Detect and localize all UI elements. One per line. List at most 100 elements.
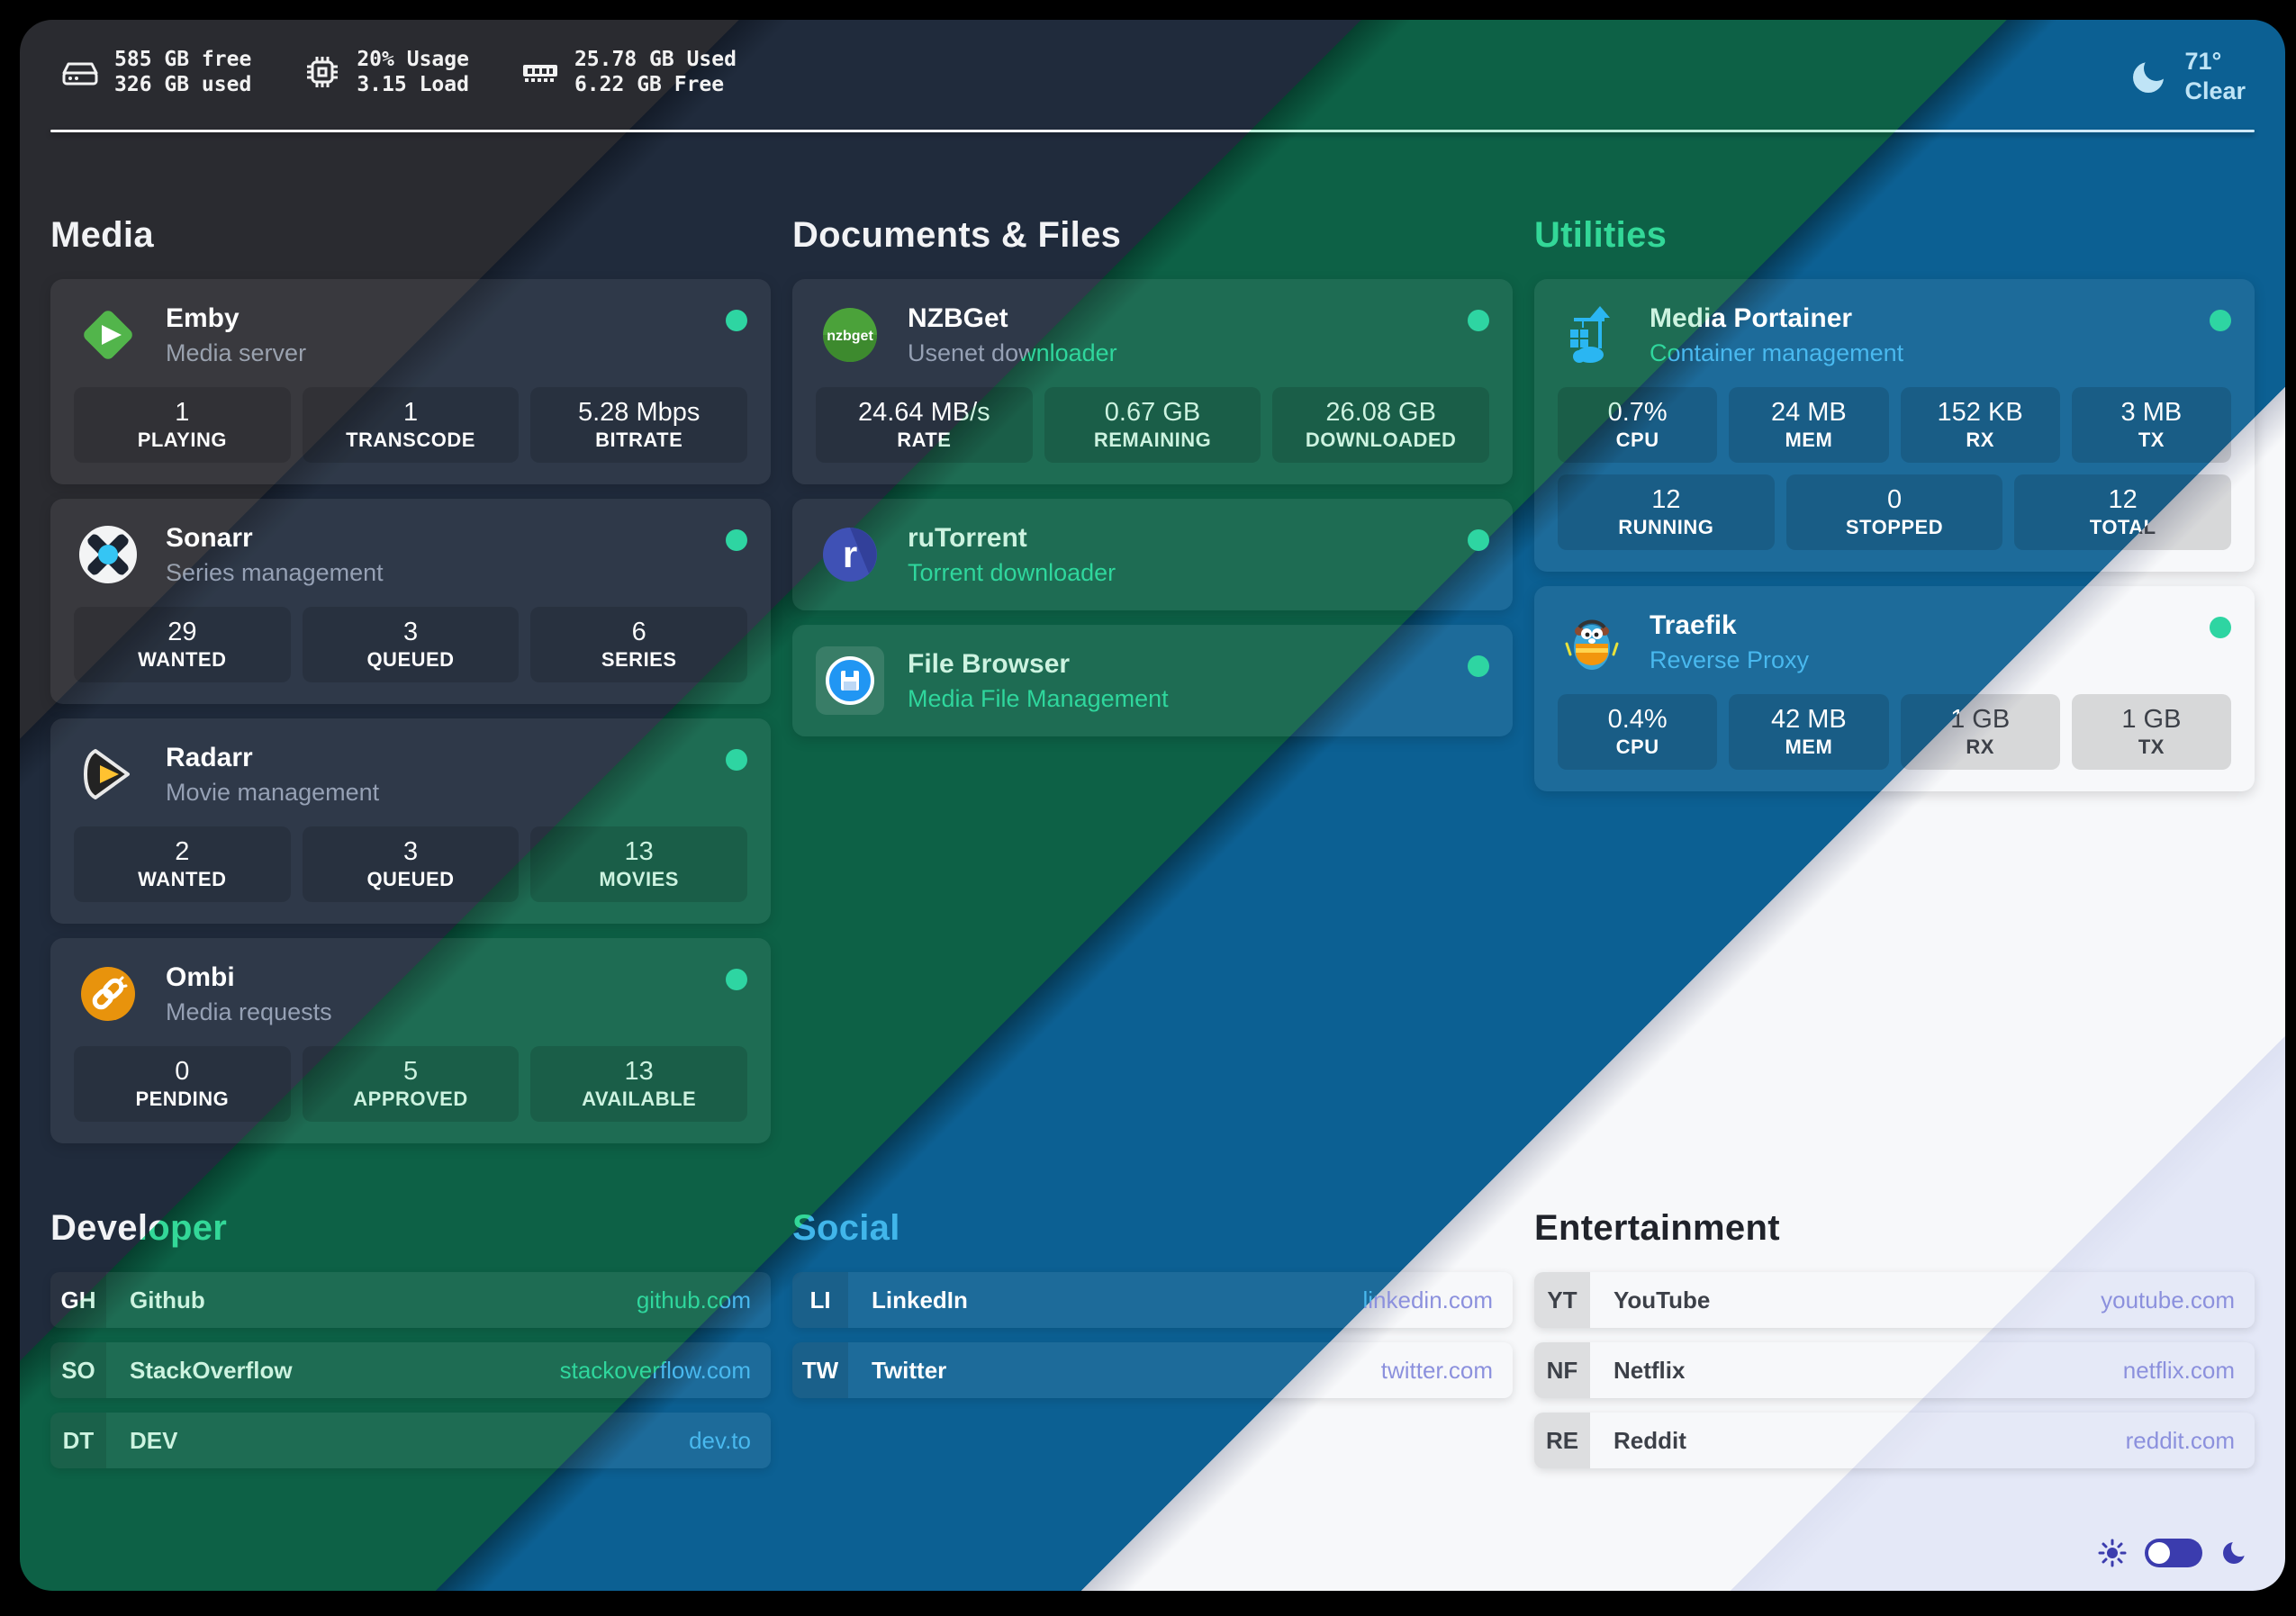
- nzbget-icon: nzbget: [816, 301, 884, 369]
- service-card-sonarr[interactable]: Sonarr Series management 29 WANTED 3 QUEUE…: [50, 499, 771, 704]
- stat-downloaded: 26.08 GB DOWNLOADED: [1272, 387, 1490, 463]
- service-title: Emby: [166, 302, 306, 336]
- disk-free: 585 GB free: [114, 48, 252, 71]
- dashboard-grid: Media Emby Media server 1 PLAYIN: [20, 215, 2285, 1468]
- service-title: Ombi: [166, 961, 332, 995]
- stat-rate: 24.64 MB/s RATE: [816, 387, 1033, 463]
- ram-used: 25.78 GB Used: [574, 48, 737, 71]
- stat-mem: 24 MB MEM: [1729, 387, 1889, 463]
- service-card-ombi[interactable]: Ombi Media requests 0 PENDING 5 APPROVED 1…: [50, 938, 771, 1143]
- sonarr-icon: [74, 520, 142, 589]
- stat-series: 6 SERIES: [530, 607, 748, 682]
- traefik-icon: [1558, 608, 1626, 676]
- link-url: github.com: [636, 1286, 751, 1314]
- hard-drive-icon: [62, 62, 98, 86]
- service-title: Sonarr: [166, 521, 384, 555]
- section-title-entertainment: Entertainment: [1534, 1208, 2255, 1249]
- service-subtitle: Reverse Proxy: [1650, 646, 1810, 673]
- service-card-portainer[interactable]: Media Portainer Container management 0.7…: [1534, 279, 2255, 572]
- stat-approved: 5 APPROVED: [302, 1046, 520, 1122]
- cpu-load: 3.15 Load: [357, 73, 469, 96]
- stat-remaining: 0.67 GB REMAINING: [1044, 387, 1261, 463]
- ram-icon: [522, 65, 557, 82]
- svg-text:r: r: [843, 533, 857, 575]
- stat-transcode: 1 TRANSCODE: [302, 387, 520, 463]
- service-card-nzbget[interactable]: nzbget NZBGet Usenet downloader 24.64 MB…: [792, 279, 1513, 484]
- service-card-emby[interactable]: Emby Media server 1 PLAYING 1 TRANSCODE 5.…: [50, 279, 771, 484]
- stat-wanted: 2 WANTED: [74, 826, 291, 902]
- link-url: stackoverflow.com: [559, 1356, 751, 1384]
- link-name: DEV: [130, 1426, 178, 1454]
- ram-stat: 25.78 GB Used 6.22 GB Free: [520, 47, 737, 97]
- status-dot: [1468, 655, 1489, 677]
- service-title: NZBGet: [908, 302, 1117, 336]
- link-dev[interactable]: DT DEV dev.to: [50, 1413, 771, 1468]
- link-youtube[interactable]: YT YouTube youtube.com: [1534, 1272, 2255, 1328]
- stat-mem: 42 MB MEM: [1729, 694, 1889, 770]
- link-url: netflix.com: [2122, 1356, 2235, 1384]
- sun-icon[interactable]: [2098, 1539, 2127, 1567]
- service-title: Radarr: [166, 741, 379, 775]
- disk-stat: 585 GB free 326 GB used: [59, 47, 251, 97]
- service-title: File Browser: [908, 647, 1169, 682]
- stat-wanted: 29 WANTED: [74, 607, 291, 682]
- status-dot: [726, 749, 747, 771]
- section-title-social: Social: [792, 1208, 1513, 1249]
- service-subtitle: Media server: [166, 339, 307, 366]
- service-card-traefik[interactable]: Traefik Reverse Proxy 0.4% CPU 42 MB MEM 1…: [1534, 586, 2255, 791]
- filebrowser-icon: [816, 646, 884, 715]
- link-name: Twitter: [872, 1356, 947, 1384]
- cpu-icon: [307, 57, 339, 87]
- dark-moon-icon[interactable]: [2220, 1539, 2249, 1567]
- link-url: twitter.com: [1380, 1356, 1493, 1384]
- status-dot: [726, 529, 747, 551]
- linkedin-badge: LI: [792, 1272, 848, 1328]
- rutorrent-icon: r: [816, 520, 884, 589]
- section-title-utilities: Utilities: [1534, 215, 2255, 256]
- status-dot: [2210, 617, 2231, 638]
- weather-widget[interactable]: 71° Clear: [2129, 47, 2246, 106]
- link-name: Github: [130, 1286, 205, 1314]
- divider: [50, 130, 2255, 132]
- link-name: Reddit: [1614, 1426, 1686, 1454]
- netflix-badge: NF: [1534, 1342, 1590, 1398]
- link-github[interactable]: GH Github github.com: [50, 1272, 771, 1328]
- service-card-filebrowser[interactable]: File Browser Media File Management: [792, 625, 1513, 736]
- link-stackoverflow[interactable]: SO StackOverflow stackoverflow.com: [50, 1342, 771, 1398]
- stat-rx: 152 KB RX: [1900, 387, 2060, 463]
- link-reddit[interactable]: RE Reddit reddit.com: [1534, 1413, 2255, 1468]
- link-linkedin[interactable]: LI LinkedIn linkedin.com: [792, 1272, 1513, 1328]
- link-name: StackOverflow: [130, 1356, 293, 1384]
- link-netflix[interactable]: NF Netflix netflix.com: [1534, 1342, 2255, 1398]
- section-utilities: Utilities: [1534, 215, 2255, 1143]
- section-documents-files: Documents & Files nzbget NZBGet: [792, 215, 1513, 1143]
- stat-pending: 0 PENDING: [74, 1046, 291, 1122]
- theme-toggle[interactable]: [2145, 1539, 2202, 1567]
- dashboard-panel: 585 GB free 326 GB used 20% Usage: [20, 20, 2285, 1591]
- twitter-badge: TW: [792, 1342, 848, 1398]
- stat-total: 12 TOTAL: [2014, 474, 2232, 550]
- service-title: ruTorrent: [908, 521, 1116, 555]
- ram-free: 6.22 GB Free: [574, 73, 725, 96]
- link-url: dev.to: [689, 1426, 751, 1454]
- youtube-badge: YT: [1534, 1272, 1590, 1328]
- stat-bitrate: 5.28 Mbps BITRATE: [530, 387, 748, 463]
- github-badge: GH: [50, 1272, 106, 1328]
- status-dot: [1468, 529, 1489, 551]
- system-stats: 585 GB free 326 GB used 20% Usage: [59, 47, 737, 97]
- stat-playing: 1 PLAYING: [74, 387, 291, 463]
- service-subtitle: Usenet downloader: [908, 339, 1117, 366]
- status-dot: [1468, 310, 1489, 331]
- stat-rx: 1 GB RX: [1900, 694, 2060, 770]
- reddit-badge: RE: [1534, 1413, 1590, 1468]
- stat-stopped: 0 STOPPED: [1785, 474, 2003, 550]
- link-name: YouTube: [1614, 1286, 1711, 1314]
- service-card-radarr[interactable]: Radarr Movie management 2 WANTED 3 QUEUED …: [50, 718, 771, 924]
- top-bar: 585 GB free 326 GB used 20% Usage: [20, 20, 2285, 106]
- stat-cpu: 0.4% CPU: [1558, 694, 1718, 770]
- service-card-rutorrent[interactable]: r ruTorrent Torrent downloader: [792, 499, 1513, 610]
- service-title: Traefik: [1650, 609, 1809, 643]
- link-url: linkedin.com: [1362, 1286, 1493, 1314]
- stat-queued: 3 QUEUED: [302, 826, 520, 902]
- link-twitter[interactable]: TW Twitter twitter.com: [792, 1342, 1513, 1398]
